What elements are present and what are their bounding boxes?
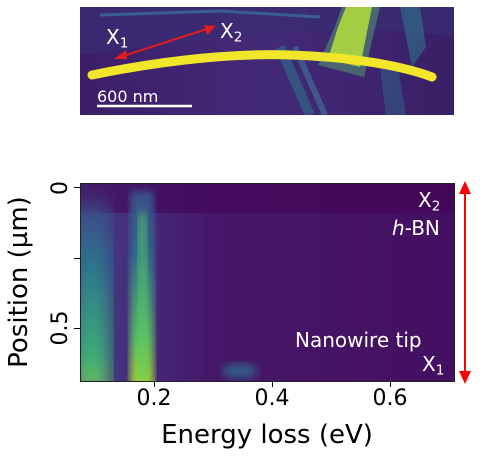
y-tick-mark xyxy=(74,328,80,329)
stem-image-panel: 600 nm X1 X2 xyxy=(80,7,454,118)
tip-feature xyxy=(222,363,258,379)
x2-label: X2 xyxy=(418,188,441,215)
hbn-label: h-BN xyxy=(392,216,440,240)
x1-image-label: X1 xyxy=(106,25,129,52)
x-tick-mark xyxy=(154,381,155,387)
nanowire-tip-label: Nanowire tip xyxy=(295,328,422,352)
phonon-polariton-band-core xyxy=(138,213,147,381)
x2-image-label: X2 xyxy=(220,19,243,46)
x-tick-mark xyxy=(390,381,391,387)
dim-flake xyxy=(400,7,426,67)
y-tick-label: 0.5 xyxy=(48,310,73,346)
scale-bar-label: 600 nm xyxy=(97,87,159,106)
y-tick-mark xyxy=(74,258,80,259)
flake-edge xyxy=(99,9,321,19)
red-arrow-head-left xyxy=(114,50,127,59)
x-axis-title: Energy loss (eV) xyxy=(161,420,373,450)
low-energy-region xyxy=(80,203,110,381)
red-arrow-head-right xyxy=(204,25,216,35)
x-tick-mark xyxy=(272,381,273,387)
y-tick-mark xyxy=(74,187,80,188)
x-tick-label: 0.6 xyxy=(372,386,408,411)
nanowire xyxy=(87,50,437,82)
x1-label: X1 xyxy=(422,352,445,379)
y-tick-label: 0 xyxy=(48,181,73,195)
bright-flake xyxy=(328,7,372,67)
x-tick-label: 0.2 xyxy=(136,386,172,411)
x-tick-label: 0.4 xyxy=(254,386,290,411)
position-arrow xyxy=(459,181,471,384)
red-arrow xyxy=(119,27,211,58)
stem-image xyxy=(80,7,454,118)
spectrum-heatmap xyxy=(80,183,454,381)
dim-flake xyxy=(380,67,406,115)
plot-frame xyxy=(80,183,455,382)
y-axis-title: Position (µm) xyxy=(4,196,34,368)
